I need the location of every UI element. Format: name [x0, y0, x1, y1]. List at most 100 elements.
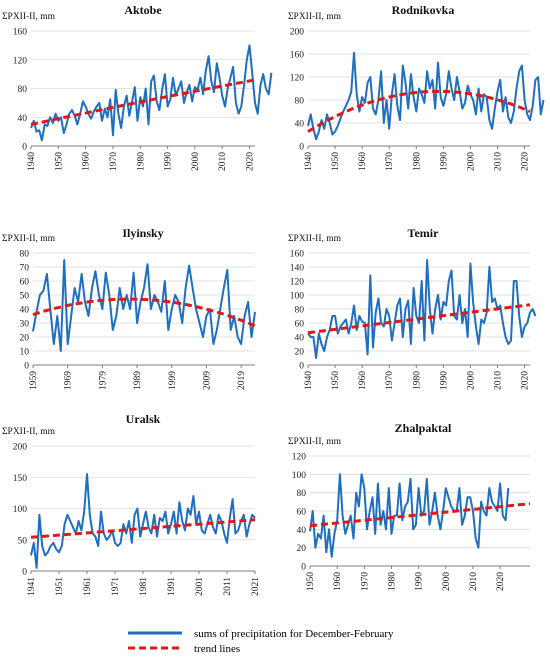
y-axis-label: ΣPXII-II, mm — [2, 234, 56, 244]
y-tick-label: 40 — [295, 120, 305, 130]
y-tick-label: 200 — [290, 28, 305, 38]
legend: sums of precipitation for December-Febru… — [128, 626, 528, 656]
trend-line — [307, 89, 531, 133]
x-tick-label: 1960 — [82, 152, 92, 171]
x-tick-label: 2020 — [496, 572, 506, 591]
x-tick-label: 1970 — [109, 152, 119, 171]
y-tick-label: 10 — [20, 348, 30, 358]
x-tick-label: 1951 — [55, 577, 65, 596]
y-tick-label: 80 — [295, 306, 305, 316]
x-tick-label: 2020 — [246, 152, 256, 171]
y-tick-label: 0 — [299, 143, 304, 153]
x-tick-label: 1960 — [358, 371, 368, 390]
trend-line — [309, 502, 531, 528]
chart-title: Rodnikovka — [392, 3, 455, 17]
x-tick-label: 2011 — [223, 577, 233, 596]
chart-panel-0: Aktobe ΣPXII-II, mm 0 40 80 120 160 1940 1950 196… — [2, 3, 273, 171]
y-tick-label: 0 — [301, 563, 306, 573]
trend-line — [30, 518, 256, 539]
x-tick-label: 1980 — [136, 152, 146, 171]
x-tick-label: 1980 — [412, 152, 422, 171]
chart-panel-3: Temir ΣPXII-II, mm 0 20 40 60 80 100 120 140 160 19… — [288, 226, 537, 390]
x-tick-label: 1990 — [439, 371, 449, 390]
x-tick-label: 1941 — [27, 577, 37, 596]
y-tick-label: 0 — [22, 568, 27, 578]
x-tick-label: 1961 — [83, 577, 93, 596]
precipitation-series-line — [309, 473, 510, 558]
precipitation-series-line — [307, 51, 545, 141]
trend-line — [32, 297, 256, 328]
y-tick-label: 40 — [18, 114, 28, 124]
x-tick-label: 1969 — [64, 371, 74, 390]
y-tick-label: 120 — [292, 453, 307, 463]
x-tick-label: 1960 — [333, 572, 343, 591]
y-tick-label: 160 — [13, 28, 28, 38]
y-tick-label: 0 — [22, 143, 27, 153]
legend-trend-label: trend lines — [194, 643, 240, 655]
chart-title: Zhalpaktal — [395, 421, 452, 435]
trend-line — [307, 303, 531, 335]
x-tick-label: 2001 — [195, 577, 205, 596]
y-tick-label: 150 — [13, 474, 28, 484]
x-tick-label: 1979 — [98, 371, 108, 390]
trend-line — [30, 78, 256, 126]
y-tick-label: 20 — [297, 544, 307, 554]
y-tick-label: 200 — [13, 443, 28, 453]
x-tick-label: 1950 — [331, 152, 341, 171]
y-tick-label: 80 — [18, 85, 28, 95]
y-axis-label: ΣPXII-II, mm — [2, 12, 56, 22]
x-tick-label: 1940 — [304, 152, 314, 171]
chart-panel-1: Rodnikovka ΣPXII-II, mm 0 40 80 120 160 200 1940… — [288, 3, 545, 171]
x-tick-label: 2010 — [469, 572, 479, 591]
y-tick-label: 70 — [20, 264, 30, 274]
y-tick-label: 100 — [290, 292, 305, 302]
x-tick-label: 2010 — [494, 152, 504, 171]
y-tick-label: 50 — [18, 536, 28, 546]
y-tick-label: 20 — [295, 348, 305, 358]
x-tick-label: 2019 — [237, 371, 247, 390]
y-tick-label: 40 — [20, 306, 30, 316]
chart-panel-5: Zhalpaktal ΣPXII-II, mm 0 20 40 60 80 100 120 195… — [288, 421, 531, 591]
x-tick-label: 2010 — [218, 152, 228, 171]
x-tick-label: 1940 — [27, 152, 37, 171]
y-tick-label: 40 — [295, 334, 305, 344]
x-tick-label: 2009 — [202, 371, 212, 390]
y-tick-label: 160 — [290, 250, 305, 260]
y-tick-label: 120 — [13, 56, 28, 66]
x-tick-label: 1950 — [331, 371, 341, 390]
x-tick-label: 2000 — [466, 152, 476, 171]
x-tick-label: 1971 — [111, 577, 121, 596]
chart-title: Temir — [408, 226, 440, 240]
chart-title: Ilyinsky — [122, 226, 163, 240]
y-tick-label: 160 — [290, 51, 305, 61]
x-tick-label: 1959 — [29, 371, 39, 390]
chart-panel-2: Ilyinsky ΣPXII-II, mm 0 10 20 30 40 50 60 70 80 195… — [2, 226, 256, 390]
y-axis-label: ΣPXII-II, mm — [288, 234, 342, 244]
y-tick-label: 60 — [295, 320, 305, 330]
x-tick-label: 2000 — [191, 152, 201, 171]
legend-graphic: sums of precipitation for December-Febru… — [128, 628, 394, 655]
y-tick-label: 120 — [290, 278, 305, 288]
y-tick-label: 20 — [20, 334, 30, 344]
x-tick-label: 1940 — [304, 371, 314, 390]
y-tick-label: 0 — [299, 362, 304, 372]
x-tick-label: 1950 — [306, 572, 316, 591]
y-tick-label: 60 — [20, 278, 30, 288]
x-tick-label: 1991 — [167, 577, 177, 596]
x-tick-label: 1989 — [133, 371, 143, 390]
chart-title: Uralsk — [126, 412, 161, 426]
y-tick-label: 60 — [297, 508, 307, 518]
y-tick-label: 80 — [20, 250, 30, 260]
x-tick-label: 1999 — [168, 371, 178, 390]
x-tick-label: 2021 — [251, 577, 261, 596]
y-axis-label: ΣPXII-II, mm — [288, 12, 342, 22]
y-axis-label: ΣPXII-II, mm — [288, 437, 342, 447]
x-tick-label: 2020 — [521, 371, 531, 390]
precipitation-series-line — [30, 44, 273, 142]
legend-series-label: sums of precipitation for December-Febru… — [194, 628, 394, 640]
chart-title: Aktobe — [124, 3, 162, 17]
x-tick-label: 2020 — [521, 152, 531, 171]
y-tick-label: 80 — [295, 97, 305, 107]
x-tick-label: 2000 — [466, 371, 476, 390]
